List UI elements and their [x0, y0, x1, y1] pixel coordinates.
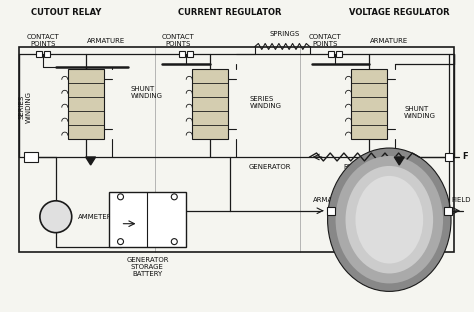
Text: B: B [28, 154, 34, 160]
Circle shape [118, 239, 124, 245]
Text: SERIES
WINDING: SERIES WINDING [250, 96, 282, 109]
Bar [19, 47, 454, 251]
Text: RESISTANCE: RESISTANCE [343, 164, 386, 170]
Text: F: F [462, 153, 468, 162]
Circle shape [171, 239, 177, 245]
Text: CUTOUT RELAY: CUTOUT RELAY [31, 8, 101, 17]
Text: ARMATURE: ARMATURE [370, 37, 409, 43]
Polygon shape [394, 157, 404, 165]
Text: SPRINGS: SPRINGS [270, 31, 300, 37]
Bar [179, 51, 185, 57]
Bar [192, 69, 228, 139]
Bar [187, 51, 193, 57]
Bar [44, 51, 50, 57]
Text: ARMATURE: ARMATURE [86, 37, 125, 43]
Ellipse shape [346, 166, 433, 274]
Text: ARMATURE: ARMATURE [312, 197, 351, 203]
Text: GENERATOR: GENERATOR [248, 164, 291, 170]
Circle shape [40, 201, 72, 233]
Ellipse shape [356, 176, 423, 264]
Text: GENERATOR
STORAGE
BATTERY: GENERATOR STORAGE BATTERY [126, 256, 169, 276]
Text: CURRENT REGULATOR: CURRENT REGULATOR [178, 8, 282, 17]
Ellipse shape [328, 148, 451, 291]
Bar [328, 51, 334, 57]
Bar [109, 192, 186, 246]
Ellipse shape [336, 156, 443, 283]
Text: SERIES
WINDING: SERIES WINDING [18, 91, 31, 123]
Bar [352, 69, 387, 139]
Text: CONTACT
POINTS: CONTACT POINTS [308, 34, 341, 47]
Text: SHUNT
WINDING: SHUNT WINDING [130, 86, 163, 99]
Circle shape [118, 194, 124, 200]
Text: A: A [52, 212, 60, 222]
Text: FIELD: FIELD [451, 197, 471, 203]
Circle shape [171, 194, 177, 200]
Text: CONTACT
POINTS: CONTACT POINTS [162, 34, 195, 47]
Text: SHUNT
WINDING: SHUNT WINDING [404, 106, 436, 119]
Bar [327, 207, 335, 215]
Bar [36, 51, 42, 57]
Text: CONTACT
POINTS: CONTACT POINTS [27, 34, 59, 47]
Bar [24, 152, 38, 162]
Polygon shape [86, 157, 96, 165]
Bar [68, 69, 104, 139]
Bar [444, 207, 452, 215]
Bar [445, 153, 453, 161]
Text: AMMETER: AMMETER [78, 214, 112, 220]
Text: VOLTAGE REGULATOR: VOLTAGE REGULATOR [349, 8, 449, 17]
Bar [336, 51, 342, 57]
